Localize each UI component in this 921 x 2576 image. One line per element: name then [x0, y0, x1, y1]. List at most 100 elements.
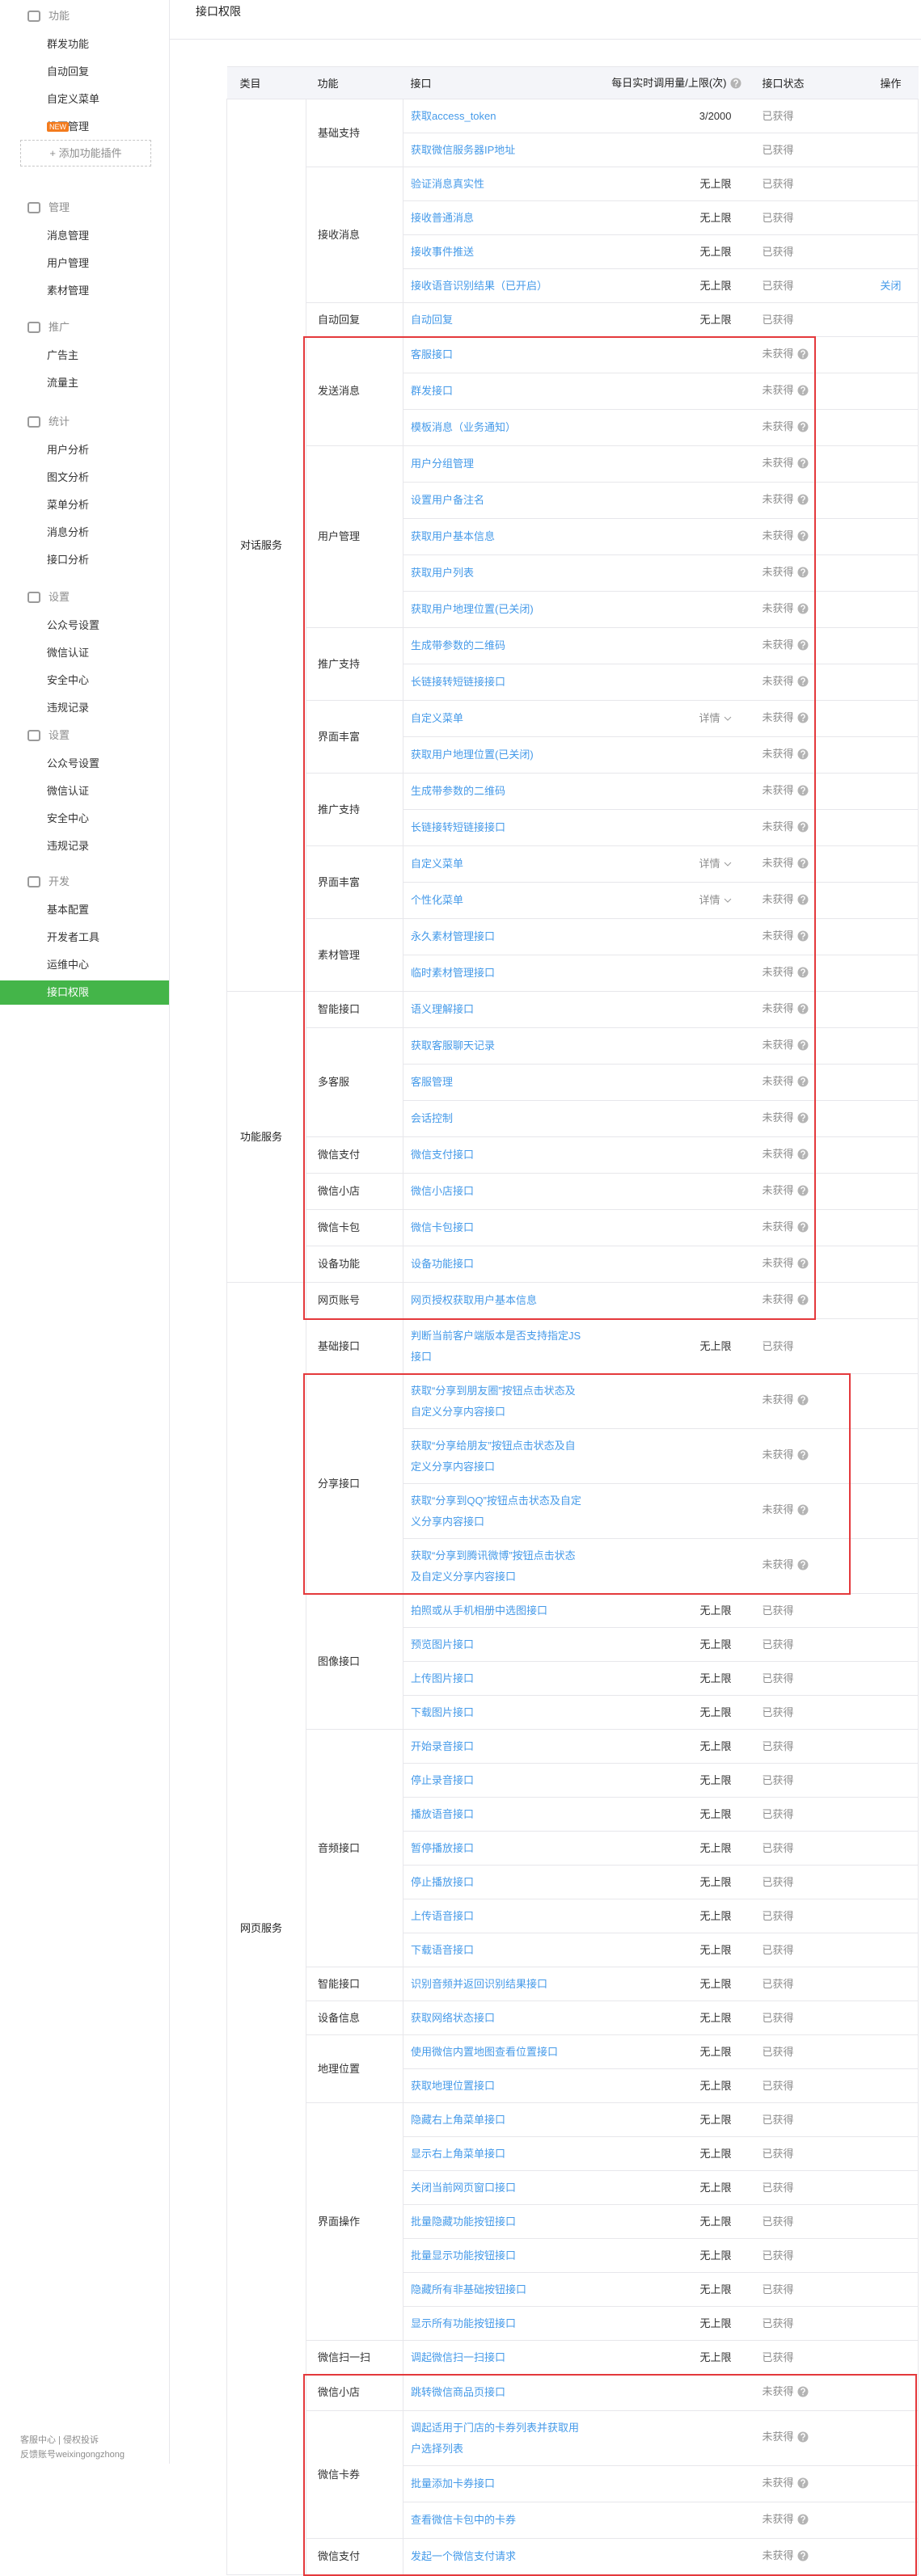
help-icon[interactable]: [797, 1557, 809, 1578]
nav-item[interactable]: 微信认证: [0, 779, 169, 803]
api-link[interactable]: 接收事件推送: [411, 245, 475, 258]
footer-link[interactable]: 反馈账号weixingongzhong: [20, 2450, 125, 2460]
api-link[interactable]: 获取微信服务器IP地址: [411, 143, 516, 156]
api-link[interactable]: 获取用户地理位置(已关闭): [411, 603, 534, 615]
api-link[interactable]: 接收普通消息: [411, 211, 475, 224]
api-link[interactable]: 预览图片接口: [411, 1638, 475, 1651]
api-link[interactable]: 停止播放接口: [411, 1875, 475, 1888]
help-icon[interactable]: [797, 2384, 809, 2405]
api-link[interactable]: 微信小店接口: [411, 1185, 475, 1197]
api-link[interactable]: 临时素材管理接口: [411, 967, 496, 979]
detail-toggle[interactable]: 详情: [699, 712, 731, 724]
api-link[interactable]: 上传图片接口: [411, 1672, 475, 1684]
help-icon[interactable]: [797, 1183, 809, 1204]
api-link[interactable]: 暂停播放接口: [411, 1841, 475, 1854]
help-icon[interactable]: [797, 1037, 809, 1058]
detail-toggle[interactable]: 详情: [699, 858, 731, 870]
api-link[interactable]: 获取用户基本信息: [411, 530, 496, 542]
footer-link[interactable]: 客服中心 | 侵权投诉: [20, 2435, 99, 2445]
detail-toggle[interactable]: 详情: [699, 894, 731, 906]
nav-item[interactable]: 消息分析: [0, 521, 169, 545]
nav-item[interactable]: 用户分析: [0, 438, 169, 462]
api-link[interactable]: 下载语音接口: [411, 1943, 475, 1956]
help-icon[interactable]: [797, 455, 809, 476]
api-link[interactable]: 客服接口: [411, 348, 454, 360]
api-link[interactable]: 调起微信扫一扫接口: [411, 2350, 506, 2363]
api-link[interactable]: 判断当前客户端版本是否支持指定JS接口: [411, 1329, 581, 1363]
nav-item[interactable]: 运维中心: [0, 953, 169, 977]
nav-item[interactable]: 违规记录: [0, 696, 169, 720]
api-link[interactable]: 获取客服聊天记录: [411, 1039, 496, 1052]
api-link[interactable]: 设置用户备注名: [411, 494, 485, 506]
help-icon[interactable]: [797, 1001, 809, 1022]
help-icon[interactable]: [797, 928, 809, 949]
help-icon[interactable]: [797, 673, 809, 694]
api-link[interactable]: 批量隐藏功能按钮接口: [411, 2215, 517, 2228]
help-icon[interactable]: [797, 601, 809, 622]
api-link[interactable]: 隐藏右上角菜单接口: [411, 2113, 506, 2126]
api-link[interactable]: 获取用户地理位置(已关闭): [411, 748, 534, 761]
api-link[interactable]: 获取access_token: [411, 109, 496, 122]
api-link[interactable]: 显示所有功能按钮接口: [411, 2317, 517, 2329]
help-icon[interactable]: [797, 1447, 809, 1468]
help-icon[interactable]: [797, 637, 809, 658]
help-icon[interactable]: [797, 1255, 809, 1276]
api-link[interactable]: 获取用户列表: [411, 567, 475, 579]
add-plugin-button[interactable]: + 添加功能插件: [20, 140, 151, 167]
nav-item[interactable]: 公众号设置: [0, 752, 169, 776]
help-icon[interactable]: [797, 710, 809, 731]
api-link[interactable]: 自动回复: [411, 313, 454, 326]
api-link[interactable]: 获取网络状态接口: [411, 2011, 496, 2024]
api-link[interactable]: 识别音频并返回识别结果接口: [411, 1977, 548, 1990]
nav-item[interactable]: 投票管理NEW: [0, 115, 169, 139]
api-link[interactable]: 语义理解接口: [411, 1003, 475, 1015]
help-icon[interactable]: [797, 1146, 809, 1167]
help-icon[interactable]: [797, 782, 809, 803]
api-link[interactable]: 调起适用于门店的卡券列表并获取用户选择列表: [411, 2421, 580, 2455]
api-link[interactable]: 微信支付接口: [411, 1149, 475, 1161]
nav-item[interactable]: 微信认证: [0, 641, 169, 665]
help-icon[interactable]: [797, 528, 809, 549]
api-link[interactable]: 生成带参数的二维码: [411, 785, 506, 797]
api-link[interactable]: 网页授权获取用户基本信息: [411, 1294, 538, 1306]
help-icon[interactable]: [797, 746, 809, 767]
help-icon[interactable]: [797, 819, 809, 840]
nav-item[interactable]: 图文分析: [0, 466, 169, 490]
nav-item[interactable]: 流量主: [0, 371, 169, 395]
help-icon[interactable]: [730, 78, 741, 91]
nav-item[interactable]: 群发功能: [0, 32, 169, 57]
nav-item[interactable]: 安全中心: [0, 668, 169, 693]
help-icon[interactable]: [797, 892, 809, 913]
help-icon[interactable]: [797, 1292, 809, 1313]
nav-item[interactable]: 基本配置: [0, 898, 169, 922]
api-link[interactable]: 自定义菜单: [411, 858, 464, 870]
api-link[interactable]: 永久素材管理接口: [411, 930, 496, 942]
nav-item[interactable]: 开发者工具: [0, 925, 169, 950]
api-link[interactable]: 用户分组管理: [411, 457, 475, 470]
help-icon[interactable]: [797, 1073, 809, 1094]
nav-item[interactable]: 接口分析: [0, 548, 169, 572]
api-link[interactable]: 获取“分享到朋友圈”按钮点击状态及自定义分享内容接口: [411, 1384, 576, 1418]
nav-item[interactable]: 菜单分析: [0, 493, 169, 517]
api-link[interactable]: 个性化菜单: [411, 894, 464, 906]
help-icon[interactable]: [797, 2429, 809, 2450]
api-link[interactable]: 长链接转短链接接口: [411, 676, 506, 688]
api-link[interactable]: 群发接口: [411, 385, 454, 397]
api-link[interactable]: 停止录音接口: [411, 1773, 475, 1786]
api-link[interactable]: 获取地理位置接口: [411, 2079, 496, 2092]
api-link[interactable]: 微信卡包接口: [411, 1221, 475, 1233]
nav-item[interactable]: 自定义菜单: [0, 87, 169, 112]
api-link[interactable]: 生成带参数的二维码: [411, 639, 506, 651]
nav-item[interactable]: 接口权限: [0, 980, 169, 1005]
help-icon[interactable]: [797, 855, 809, 876]
help-icon[interactable]: [797, 382, 809, 403]
help-icon[interactable]: [797, 564, 809, 585]
nav-item[interactable]: 用户管理: [0, 251, 169, 276]
help-icon[interactable]: [797, 1110, 809, 1131]
api-link[interactable]: 下载图片接口: [411, 1705, 475, 1718]
help-icon[interactable]: [797, 964, 809, 985]
api-link[interactable]: 显示右上角菜单接口: [411, 2147, 506, 2160]
nav-item[interactable]: 素材管理: [0, 279, 169, 303]
api-link[interactable]: 上传语音接口: [411, 1909, 475, 1922]
help-icon[interactable]: [797, 1392, 809, 1413]
